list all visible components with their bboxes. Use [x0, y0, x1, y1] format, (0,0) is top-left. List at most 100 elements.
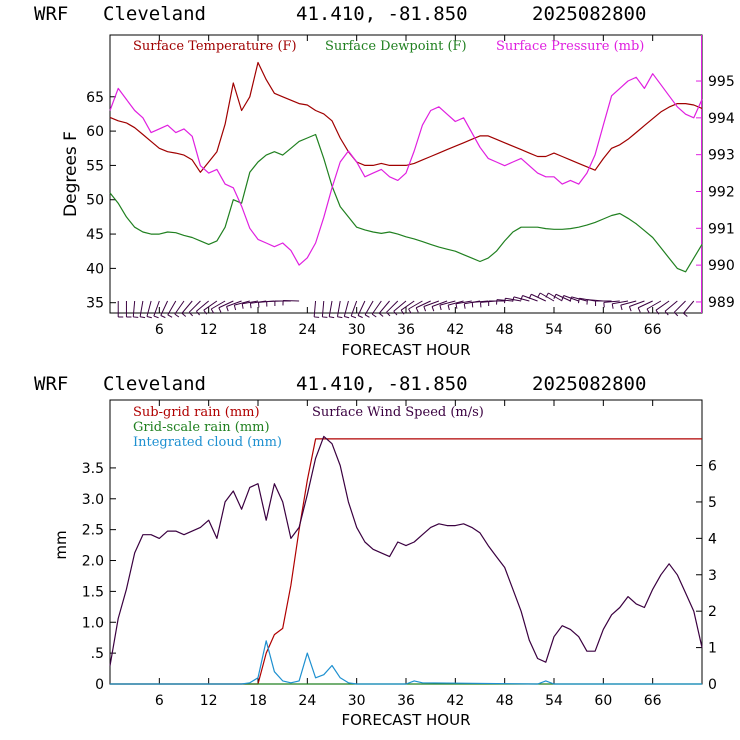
wind-barb — [203, 300, 218, 315]
legend-wind-speed: Surface Wind Speed (m/s) — [312, 405, 484, 420]
y-right-tick-label: 995 — [708, 74, 735, 90]
x-tick-label: 6 — [155, 693, 164, 709]
bottom-y-axis-right: 0 1 2 3 4 5 6 — [696, 459, 717, 693]
bottom-x-axis: 6 12 18 24 30 36 42 48 54 60 66 — [155, 400, 662, 709]
top-pressure-axis-line — [701, 35, 702, 313]
y-tick-label: 0 — [95, 677, 104, 693]
top-legend: Surface Temperature (F) Surface Dewpoint… — [133, 39, 644, 54]
wind-barb — [431, 300, 448, 312]
wind-barb — [655, 300, 670, 315]
bottom-header-run: 2025082800 — [532, 373, 646, 395]
y-tick-label: 60 — [86, 124, 104, 140]
wind-barb — [218, 300, 234, 313]
top-y-axis-label: Degrees F — [61, 131, 81, 217]
x-tick-label: 42 — [446, 693, 464, 709]
y-tick-label: 1.5 — [82, 584, 104, 600]
top-x-axis-label: FORECAST HOUR — [341, 341, 470, 359]
y-tick-label: 65 — [86, 90, 104, 106]
top-y-axis-left: 35 40 45 50 55 60 65 — [86, 90, 116, 312]
wind-barb — [386, 300, 399, 317]
wind-barb — [132, 300, 139, 318]
y-right-tick-label: 994 — [708, 111, 735, 127]
x-tick-label: 48 — [496, 322, 514, 338]
wind-barb — [196, 300, 209, 316]
y-tick-label: 3.5 — [82, 461, 104, 477]
y-tick-label: 2.5 — [82, 523, 104, 539]
legend-temperature: Surface Temperature (F) — [133, 39, 297, 54]
wind-barb — [664, 300, 678, 316]
series-line-surface-pressure-mb — [109, 73, 703, 266]
x-tick-label: 30 — [348, 322, 366, 338]
wind-barb — [415, 300, 431, 313]
wind-barb — [174, 300, 185, 318]
wind-barb — [455, 300, 472, 309]
x-tick-label: 54 — [545, 693, 563, 709]
x-tick-label: 12 — [200, 693, 218, 709]
wind-barb — [471, 300, 489, 308]
top-x-axis: 6 12 18 24 30 36 42 48 54 60 66 — [155, 35, 662, 338]
wind-barb — [439, 300, 456, 311]
y-right-tick-label: 993 — [708, 148, 735, 164]
x-tick-label: 60 — [594, 693, 612, 709]
wind-barb — [181, 300, 193, 317]
wind-barb — [241, 300, 259, 309]
top-plot-frame — [109, 34, 703, 314]
wind-barb — [520, 295, 538, 302]
legend-dewpoint: Surface Dewpoint (F) — [325, 39, 467, 54]
y-right-tick-label: 3 — [708, 568, 717, 584]
x-tick-label: 48 — [496, 693, 514, 709]
x-tick-label: 24 — [298, 322, 316, 338]
y-right-tick-label: 2 — [708, 604, 717, 620]
wind-barb — [117, 301, 124, 318]
bottom-y-axis-label: mm — [52, 530, 70, 559]
bottom-header-coords: 41.410, -81.850 — [296, 373, 468, 395]
wind-barb — [408, 300, 423, 314]
wind-barb — [167, 300, 177, 318]
series-line-surface-dewpoint-f — [109, 133, 703, 273]
bottom-x-axis-label: FORECAST HOUR — [341, 711, 470, 729]
wind-barb — [282, 299, 300, 306]
wind-barb — [447, 300, 464, 311]
x-tick-label: 6 — [155, 322, 164, 338]
wind-barb — [637, 300, 653, 313]
y-right-tick-label: 0 — [708, 677, 717, 693]
wind-barb — [595, 300, 612, 306]
legend-integrated-cloud: Integrated cloud (mm) — [133, 435, 282, 450]
y-right-tick-label: 990 — [708, 258, 735, 274]
top-y-axis-right: 989 990 991 992 993 994 995 — [696, 74, 735, 311]
wind-barb — [249, 300, 267, 309]
bottom-series-group — [109, 435, 703, 685]
legend-pressure: Surface Pressure (mb) — [496, 39, 644, 54]
bottom-header: WRF Cleveland 41.410, -81.850 2025082800 — [34, 373, 646, 395]
y-tick-label: 2.0 — [82, 554, 104, 570]
wind-barb — [313, 300, 320, 318]
x-tick-label: 36 — [397, 322, 415, 338]
wind-barb — [646, 300, 662, 314]
wind-barb — [153, 300, 160, 319]
wind-barb — [233, 300, 250, 311]
wind-barb — [371, 300, 382, 318]
bottom-header-city: Cleveland — [103, 373, 206, 395]
series-line-sub-grid-rain-mm — [110, 438, 702, 685]
y-right-tick-label: 992 — [708, 184, 735, 200]
bottom-y-axis-left: 0 .5 1.0 1.5 2.0 2.5 3.0 3.5 — [82, 461, 116, 693]
wind-barb — [210, 300, 226, 314]
wind-barb — [603, 300, 620, 308]
x-tick-label: 12 — [200, 322, 218, 338]
wind-barb — [160, 300, 169, 319]
x-tick-label: 66 — [644, 322, 662, 338]
wind-barb — [673, 300, 686, 317]
x-tick-label: 24 — [298, 693, 316, 709]
wind-barb — [226, 300, 242, 312]
y-right-tick-label: 6 — [708, 459, 717, 475]
wind-barb — [545, 292, 563, 302]
wind-barb — [336, 300, 343, 319]
legend-subgrid-rain: Sub-grid rain (mm) — [133, 405, 260, 420]
x-tick-label: 60 — [594, 322, 612, 338]
y-right-tick-label: 5 — [708, 495, 717, 511]
x-tick-label: 18 — [249, 322, 267, 338]
wind-barb — [620, 300, 637, 311]
x-tick-label: 30 — [348, 693, 366, 709]
y-right-tick-label: 4 — [708, 531, 717, 547]
wind-barb — [378, 300, 390, 317]
